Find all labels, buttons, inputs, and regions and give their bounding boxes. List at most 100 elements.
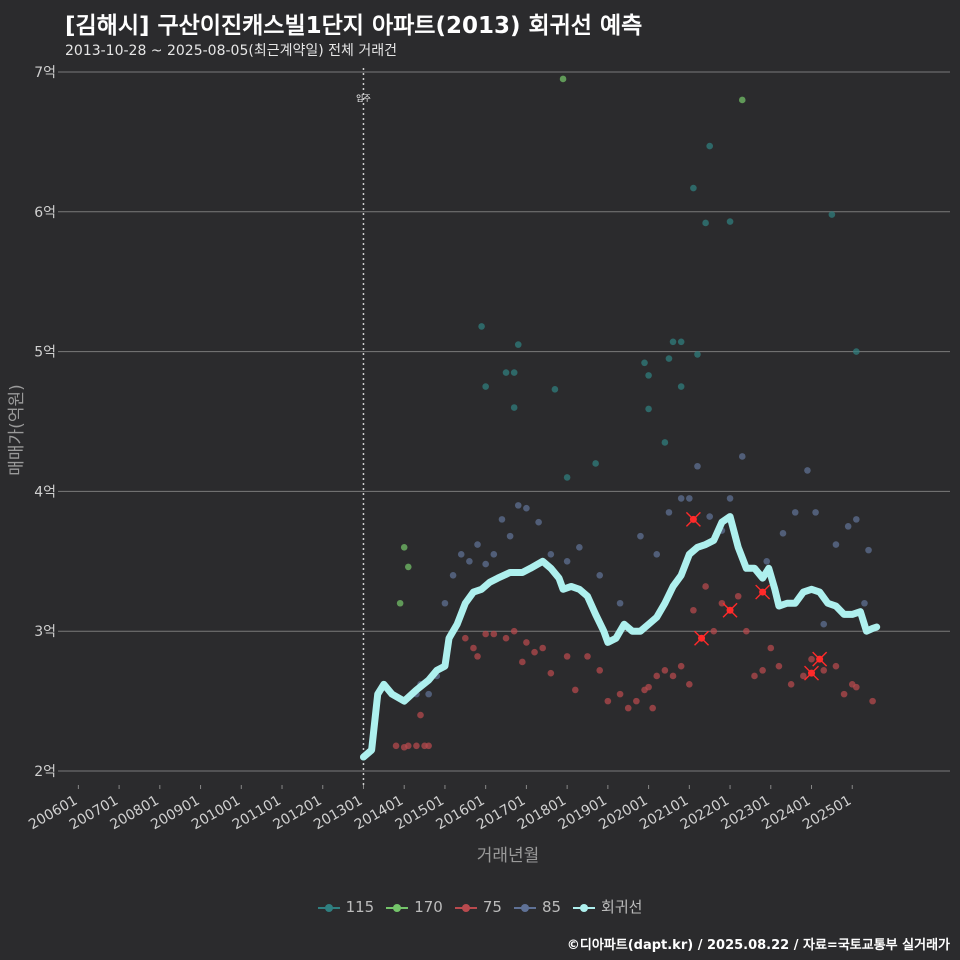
- point-85: [449, 571, 457, 579]
- point-75: [690, 606, 697, 614]
- point-75: [669, 672, 677, 680]
- legend-key: [386, 903, 409, 912]
- point-115: [502, 369, 510, 376]
- point-75: [482, 630, 489, 638]
- outlier-marker: [812, 651, 828, 667]
- point-115: [677, 383, 685, 390]
- point-170: [400, 544, 408, 551]
- point-75: [832, 662, 840, 670]
- outlier-cross: [722, 602, 738, 618]
- y-tick-label: 5억: [34, 345, 56, 361]
- point-75: [734, 592, 742, 600]
- point-115: [478, 323, 485, 330]
- point-75: [633, 697, 640, 705]
- outlier-cross: [694, 630, 710, 646]
- point-115: [677, 338, 685, 346]
- point-85: [726, 495, 734, 502]
- point-75: [767, 644, 775, 652]
- point-85: [763, 558, 771, 565]
- point-75: [425, 742, 432, 750]
- point-75: [596, 667, 604, 674]
- point-85: [865, 546, 872, 554]
- regression-line: [359, 513, 881, 761]
- point-75: [502, 634, 510, 642]
- point-75: [584, 653, 591, 660]
- outlier-cross: [755, 584, 771, 600]
- outlier-marker: [722, 602, 738, 618]
- point-115: [510, 369, 518, 376]
- point-75: [417, 711, 424, 719]
- point-75: [624, 704, 632, 712]
- point-85: [425, 690, 432, 698]
- outlier-marker: [694, 630, 710, 646]
- point-75: [853, 683, 860, 691]
- y-tick-label: 7억: [34, 65, 56, 81]
- legend-item-75: 75: [454, 898, 502, 916]
- chart-subtitle: 2013-10-28 ~ 2025-08-05(최근계약일) 전체 거래건: [65, 43, 397, 59]
- point-115: [828, 211, 836, 218]
- point-85: [490, 551, 498, 558]
- point-85: [576, 544, 583, 551]
- point-115: [706, 142, 713, 150]
- point-75: [547, 669, 555, 677]
- point-75: [404, 742, 412, 750]
- point-75: [413, 742, 420, 750]
- y-tick-label: 4억: [34, 484, 56, 500]
- point-115: [694, 351, 701, 358]
- point-85: [466, 558, 473, 565]
- point-115: [482, 383, 489, 390]
- point-115: [510, 404, 518, 411]
- point-75: [392, 742, 400, 750]
- point-75: [571, 686, 579, 694]
- point-85: [820, 620, 828, 628]
- legend-label: 75: [482, 898, 502, 916]
- outlier-marker: [804, 665, 820, 681]
- point-115: [669, 338, 677, 346]
- point-85: [665, 509, 673, 516]
- point-75: [775, 662, 783, 670]
- point-75: [470, 644, 477, 652]
- legend-label: 회귀선: [601, 898, 643, 916]
- point-115: [645, 405, 652, 413]
- point-75: [787, 681, 795, 688]
- point-85: [812, 509, 819, 516]
- point-75: [462, 634, 469, 642]
- point-115: [645, 372, 652, 379]
- point-75: [519, 658, 526, 666]
- point-85: [804, 467, 811, 474]
- point-75: [474, 653, 481, 660]
- point-170: [559, 75, 567, 83]
- legend: 115 170 75 85 회귀선: [0, 896, 960, 917]
- point-75: [686, 681, 693, 688]
- point-85: [498, 516, 506, 523]
- point-75: [645, 683, 652, 691]
- point-170: [396, 599, 404, 607]
- outlier-cross: [804, 665, 820, 681]
- legend-item-85: 85: [513, 898, 561, 916]
- point-75: [539, 644, 546, 652]
- move-in-label: 입주: [356, 94, 371, 103]
- point-75: [718, 599, 726, 607]
- y-axis-label: 매매가(억원): [7, 384, 27, 475]
- point-75: [820, 667, 828, 674]
- point-75: [531, 648, 538, 656]
- legend-key: [317, 903, 340, 912]
- point-115: [665, 355, 673, 362]
- point-115: [726, 218, 734, 225]
- point-75: [661, 667, 669, 674]
- point-85: [844, 523, 852, 530]
- outlier-marker: [685, 511, 701, 527]
- x-axis-label: 거래년월: [477, 846, 540, 866]
- point-75: [523, 639, 530, 646]
- point-85: [677, 495, 685, 502]
- point-75: [743, 627, 750, 635]
- point-85: [506, 532, 514, 540]
- point-85: [791, 509, 799, 516]
- point-75: [677, 662, 685, 670]
- point-75: [649, 704, 656, 712]
- point-85: [616, 599, 624, 607]
- legend-key: [454, 903, 477, 912]
- point-85: [853, 516, 860, 523]
- point-115: [853, 348, 860, 355]
- point-170: [404, 563, 412, 571]
